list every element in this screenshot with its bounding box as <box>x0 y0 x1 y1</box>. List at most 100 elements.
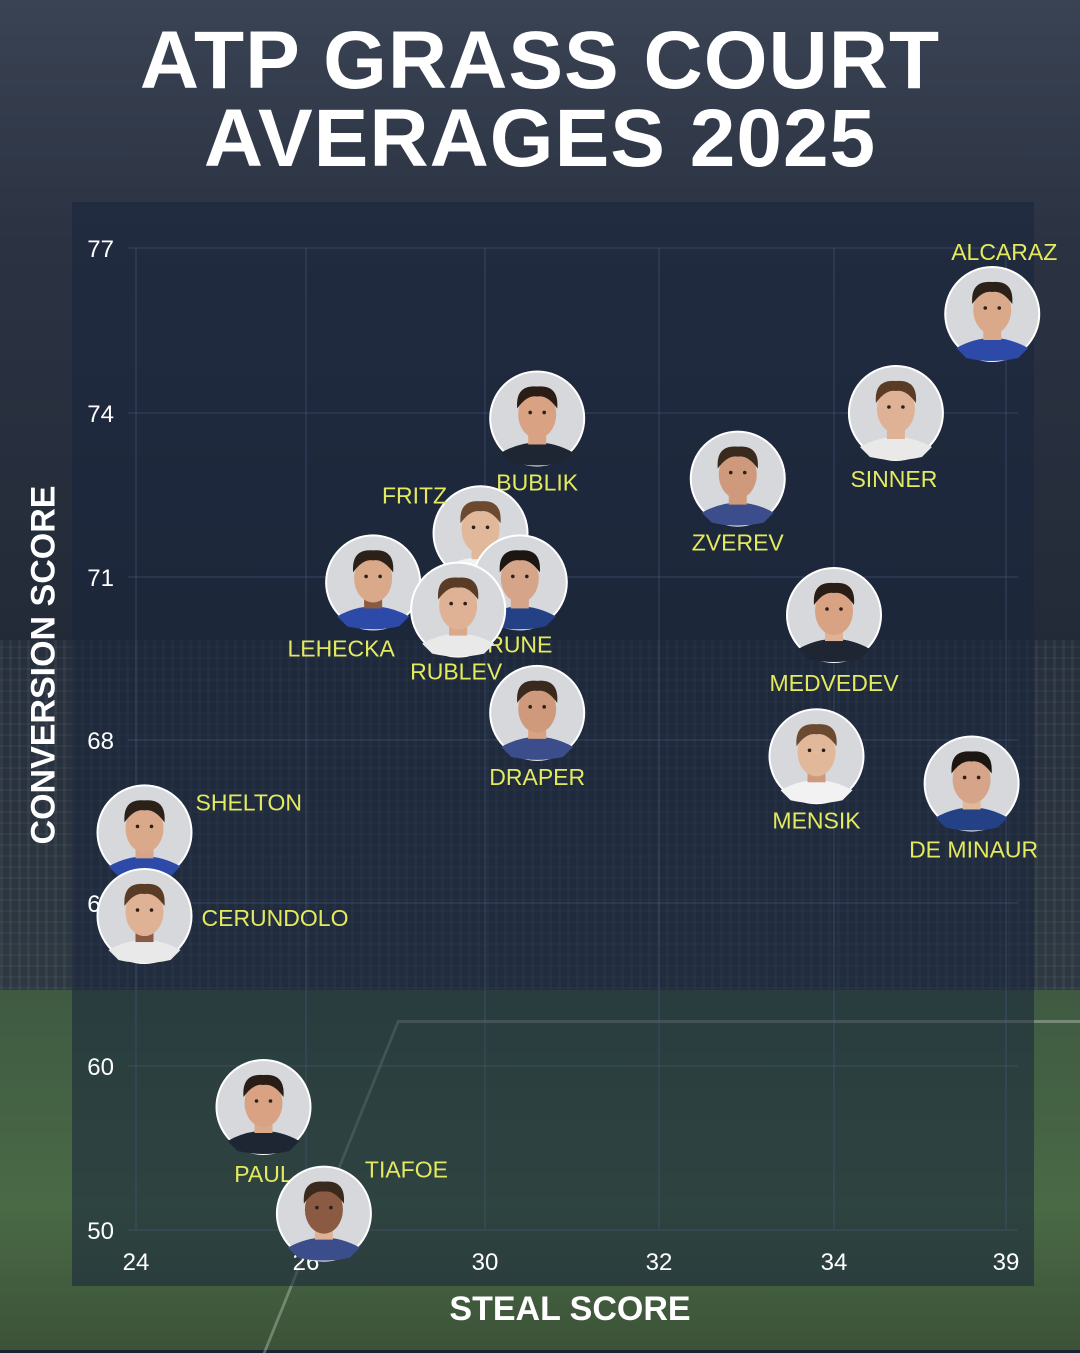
player-hair <box>517 386 558 409</box>
player-hair <box>499 550 540 573</box>
player-eye <box>807 748 812 753</box>
player-face <box>797 728 836 777</box>
player-shirt <box>798 639 870 663</box>
player-eye <box>728 470 733 475</box>
x-tick-label: 30 <box>472 1249 499 1276</box>
player-marker <box>410 561 507 658</box>
player-marker <box>215 1059 312 1155</box>
player-shirt <box>108 940 181 964</box>
player-face <box>952 755 991 804</box>
player-eye <box>149 908 154 912</box>
player-hair <box>243 1074 284 1097</box>
player-name-label: MENSIK <box>772 807 861 833</box>
player-hair <box>460 501 501 524</box>
player-hair <box>951 751 992 774</box>
player-eye <box>542 705 546 709</box>
player-hair <box>124 883 165 907</box>
player-hair <box>303 1181 345 1204</box>
player-eye <box>471 525 476 530</box>
y-tick-label: 60 <box>87 1054 114 1081</box>
player-face <box>518 390 557 439</box>
player-marker <box>489 370 586 467</box>
player-face <box>304 1185 343 1234</box>
player-name-label: SHELTON <box>196 789 303 815</box>
player-name-label: ZVEREV <box>692 530 785 556</box>
player-eye <box>825 607 829 611</box>
player-face <box>973 286 1012 334</box>
player-eye <box>149 824 154 829</box>
player-eye <box>463 601 467 606</box>
player-hair <box>352 550 394 573</box>
player-shirt <box>501 442 574 466</box>
player-eye <box>901 405 905 409</box>
player-eye <box>839 607 843 611</box>
player-shirt <box>780 780 853 804</box>
y-tick-label: 77 <box>87 236 114 263</box>
player-eye <box>329 1205 333 1210</box>
player-eye <box>449 601 453 606</box>
player-face <box>718 450 757 499</box>
player-name-label: CERUNDOLO <box>202 905 349 931</box>
player-face <box>125 888 164 937</box>
player-name-label: PAUL <box>234 1161 293 1187</box>
player-shirt <box>701 502 774 526</box>
player-name-label: LEHECKA <box>287 635 395 661</box>
player-hair <box>437 577 479 600</box>
player-shirt <box>935 807 1008 831</box>
player-eye <box>268 1099 273 1103</box>
player-name-label: FRITZ <box>382 482 447 508</box>
player-eye <box>511 574 515 579</box>
player-name-label: BUBLIK <box>496 469 578 495</box>
player-eye <box>528 410 532 415</box>
player-face <box>461 505 500 554</box>
player-hair <box>124 800 165 823</box>
player-face <box>125 804 164 853</box>
player-marker <box>768 708 865 805</box>
player-eye <box>962 775 967 780</box>
player-marker <box>923 735 1020 832</box>
player-marker <box>489 664 586 761</box>
player-marker <box>689 430 786 527</box>
player-name-label: SINNER <box>850 466 937 492</box>
player-eye <box>364 574 368 579</box>
player-eye <box>525 574 529 579</box>
player-eye <box>135 824 140 829</box>
x-tick-label: 34 <box>821 1249 848 1276</box>
player-face <box>876 385 915 433</box>
player-marker <box>786 567 882 664</box>
player-shirt <box>859 437 932 460</box>
player-shirt <box>287 1237 360 1261</box>
player-name-label: RUBLEV <box>410 659 503 685</box>
player-face <box>518 684 557 733</box>
player-eye <box>997 306 1002 310</box>
player-eye <box>542 410 546 415</box>
player-shirt <box>337 606 410 630</box>
player-hair <box>517 680 558 703</box>
x-tick-label: 32 <box>646 1249 673 1276</box>
player-eye <box>821 748 826 753</box>
player-name-label: TIAFOE <box>365 1157 448 1183</box>
x-axis-label: STEAL SCORE <box>449 1290 691 1328</box>
player-eye <box>485 525 490 530</box>
player-marker <box>325 534 422 631</box>
title-line-1: ATP GRASS COURT <box>139 15 941 106</box>
player-name-label: ALCARAZ <box>951 239 1057 265</box>
player-eye <box>135 908 140 912</box>
player-marker <box>96 868 193 965</box>
player-name-label: DE MINAUR <box>909 836 1038 862</box>
y-axis-label: CONVERSION SCORE <box>24 485 63 845</box>
title-line-2: AVERAGES 2025 <box>203 93 877 184</box>
x-tick-label: 39 <box>993 1249 1020 1276</box>
player-eye <box>528 705 532 709</box>
player-hair <box>972 281 1013 304</box>
player-marker <box>847 365 944 461</box>
player-shirt <box>227 1131 300 1154</box>
y-tick-label: 50 <box>87 1218 114 1245</box>
player-marker <box>96 784 193 881</box>
player-marker <box>275 1165 372 1262</box>
player-eye <box>254 1099 259 1103</box>
chart-title: ATP GRASS COURT AVERAGES 2025 <box>0 15 1080 184</box>
player-eye <box>378 574 382 579</box>
player-hair <box>717 446 758 469</box>
